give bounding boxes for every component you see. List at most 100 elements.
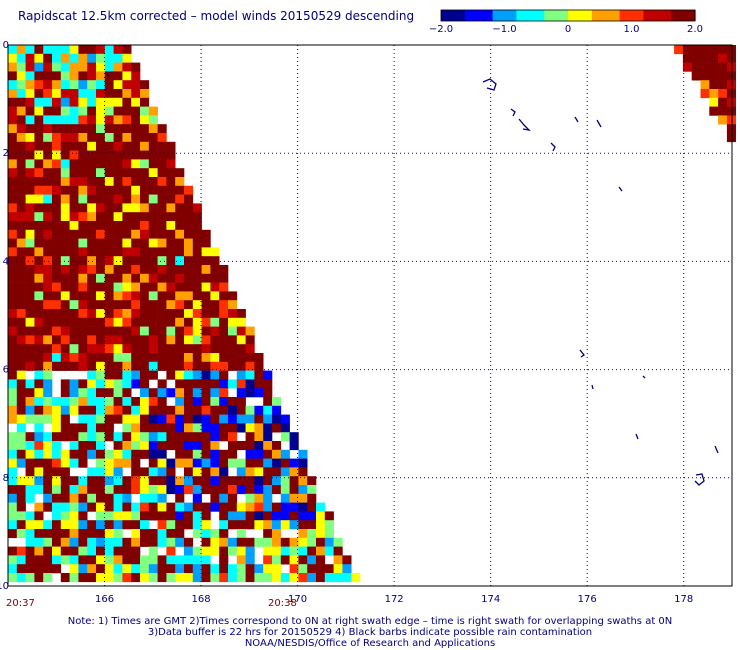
wind-diff-cell [272, 414, 282, 424]
wind-diff-cell [25, 229, 35, 239]
colorbar-segment [675, 10, 680, 21]
wind-diff-cell [69, 265, 79, 275]
wind-diff-cell [16, 458, 26, 468]
wind-diff-cell [674, 45, 684, 55]
wind-diff-cell [228, 361, 238, 371]
wind-diff-cell [69, 159, 79, 169]
wind-diff-cell [192, 353, 202, 363]
wind-diff-cell [140, 212, 150, 222]
wind-diff-cell [69, 379, 79, 389]
wind-diff-cell [201, 388, 211, 398]
wind-diff-cell [16, 353, 26, 363]
wind-diff-cell [87, 564, 97, 574]
wind-diff-cell [43, 247, 53, 257]
wind-diff-cell [166, 238, 176, 248]
wind-diff-cell [201, 326, 211, 336]
wind-diff-cell [245, 537, 255, 547]
wind-diff-cell [34, 115, 44, 125]
wind-diff-cell [43, 53, 53, 63]
wind-diff-cell [16, 414, 26, 424]
wind-diff-cell [210, 388, 220, 398]
wind-diff-cell [87, 71, 97, 81]
wind-diff-cell [272, 441, 282, 451]
wind-diff-cell [263, 537, 273, 547]
wind-diff-cell [52, 555, 62, 565]
wind-diff-cell [25, 520, 35, 530]
wind-diff-cell [228, 564, 238, 574]
wind-diff-cell [69, 300, 79, 310]
wind-diff-cell [25, 265, 35, 275]
wind-diff-cell [87, 520, 97, 530]
wind-diff-cell [16, 555, 26, 565]
wind-diff-cell [263, 397, 273, 407]
wind-diff-cell [8, 141, 18, 151]
colorbar-segment [476, 10, 482, 21]
colorbar-tick-label: 0 [565, 24, 571, 35]
wind-diff-cell [8, 335, 18, 345]
wind-diff-cell [148, 124, 158, 134]
wind-diff-cell [8, 62, 18, 72]
wind-diff-cell [148, 185, 158, 195]
wind-diff-cell [113, 493, 123, 503]
wind-diff-cell [131, 89, 141, 99]
wind-diff-cell [131, 423, 141, 433]
wind-diff-cell [87, 291, 97, 301]
wind-diff-cell [96, 309, 106, 319]
wind-diff-cell [104, 353, 114, 363]
wind-diff-cell [34, 353, 44, 363]
wind-diff-cell [25, 344, 35, 354]
wind-diff-cell [52, 168, 62, 178]
wind-diff-cell [34, 555, 44, 565]
wind-diff-cell [69, 150, 79, 160]
wind-diff-cell [140, 177, 150, 187]
wind-diff-cell [272, 397, 282, 407]
wind-diff-cell [60, 476, 70, 486]
wind-diff-cell [289, 467, 299, 477]
wind-diff-cell [69, 388, 79, 398]
wind-diff-cell [25, 405, 35, 415]
wind-diff-cell [236, 485, 246, 495]
wind-diff-cell [192, 361, 202, 371]
wind-diff-cell [87, 265, 97, 275]
wind-diff-cell [16, 476, 26, 486]
wind-diff-cell [709, 89, 719, 99]
wind-diff-cell [228, 300, 238, 310]
wind-diff-cell [43, 159, 53, 169]
wind-diff-cell [219, 291, 229, 301]
wind-diff-cell [104, 97, 114, 107]
wind-diff-cell [131, 247, 141, 257]
wind-diff-cell [263, 555, 273, 565]
wind-diff-cell [96, 361, 106, 371]
wind-diff-cell [280, 546, 290, 556]
wind-diff-cell [726, 133, 736, 143]
wind-diff-cell [157, 573, 167, 583]
wind-diff-cell [122, 555, 132, 565]
wind-diff-cell [78, 397, 88, 407]
wind-diff-cell [726, 71, 736, 81]
wind-diff-cell [201, 238, 211, 248]
colorbar-segment [536, 10, 541, 21]
wind-diff-cell [245, 546, 255, 556]
wind-diff-cell [184, 555, 194, 565]
wind-diff-cell [60, 185, 70, 195]
wind-diff-cell [69, 555, 79, 565]
wind-diff-cell [104, 423, 114, 433]
plot-frame [7, 44, 733, 587]
wind-diff-cell [43, 564, 53, 574]
wind-diff-cell [122, 379, 132, 389]
wind-diff-cell [700, 89, 710, 99]
wind-diff-cell [131, 546, 141, 556]
wind-diff-cell [8, 229, 18, 239]
wind-diff-cell [113, 449, 123, 459]
wind-diff-cell [43, 212, 53, 222]
wind-diff-cell [8, 273, 18, 283]
wind-diff-cell [219, 493, 229, 503]
wind-diff-cell [192, 317, 202, 327]
colorbar-segment [627, 10, 633, 21]
wind-diff-cell [113, 177, 123, 187]
wind-diff-cell [113, 185, 123, 195]
wind-diff-cell [148, 405, 158, 415]
wind-diff-cell [184, 265, 194, 275]
wind-diff-cell [60, 423, 70, 433]
wind-diff-cell [272, 405, 282, 415]
